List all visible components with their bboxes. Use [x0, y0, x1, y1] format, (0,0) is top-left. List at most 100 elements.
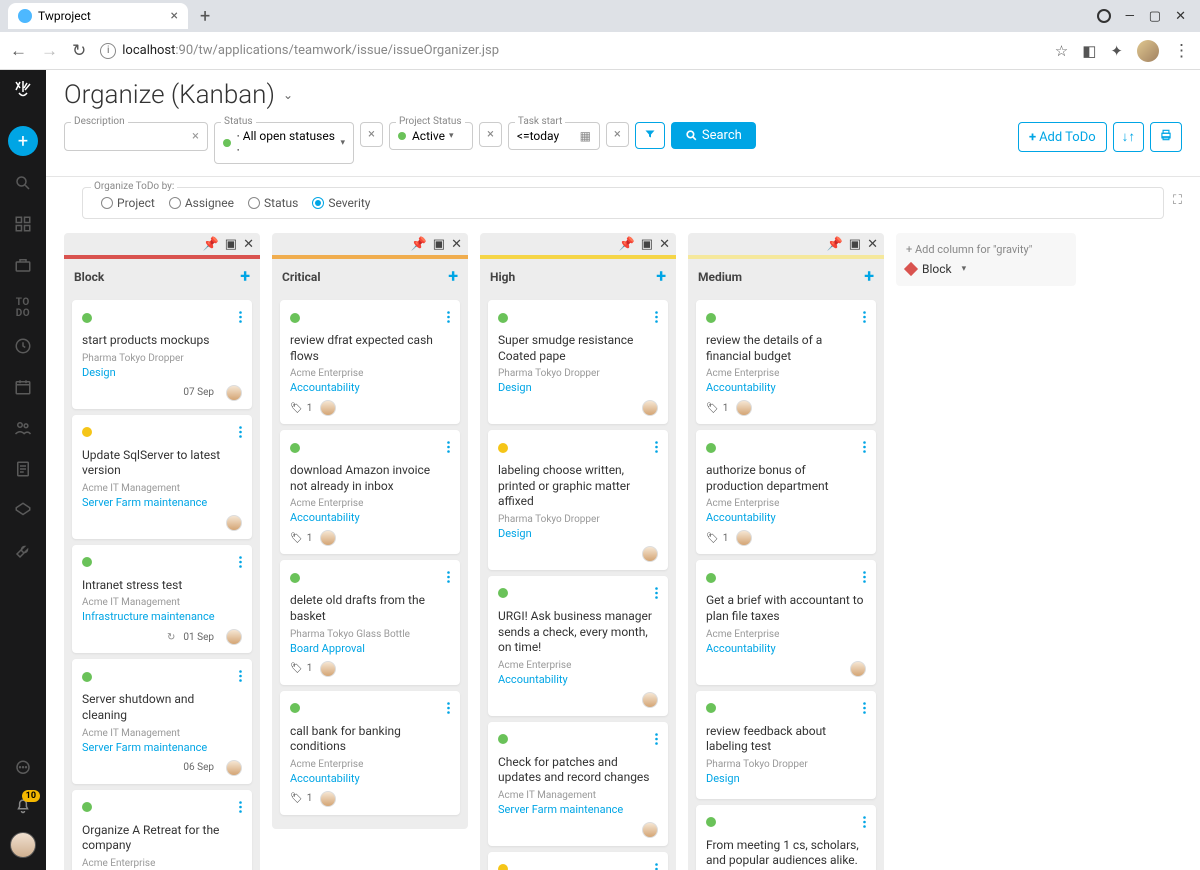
card-menu-icon[interactable] [863, 568, 866, 587]
assignee-avatar[interactable] [226, 760, 242, 776]
organize-option-severity[interactable]: Severity [312, 196, 370, 210]
extensions-icon[interactable]: ✦ [1110, 42, 1123, 60]
card-menu-icon[interactable] [239, 667, 242, 686]
expand-icon[interactable]: ▣ [849, 237, 861, 252]
kanban-card[interactable]: review dfrat expected cash flows Acme En… [280, 300, 460, 424]
pin-icon[interactable]: 📌 [827, 237, 843, 252]
chevron-down-icon[interactable]: ⌄ [283, 88, 293, 102]
task-start-filter[interactable]: Task start <=today ▦ [508, 122, 600, 150]
assignee-avatar[interactable] [320, 661, 336, 677]
back-icon[interactable]: ← [10, 41, 27, 61]
assignee-avatar[interactable] [642, 546, 658, 562]
clear-status-button[interactable]: × [360, 122, 383, 147]
add-card-button[interactable]: + [240, 266, 250, 287]
expand-icon[interactable]: ▣ [641, 237, 653, 252]
card-link[interactable]: Design [82, 366, 242, 379]
add-todo-button[interactable]: +Add ToDo [1018, 122, 1107, 152]
kanban-card[interactable]: labeling traductions Pharma Tokyo Droppe… [488, 852, 668, 870]
bookmark-icon[interactable]: ☆ [1055, 42, 1068, 60]
close-column-icon[interactable]: ✕ [243, 237, 254, 252]
search-button[interactable]: Search [671, 122, 756, 149]
clear-icon[interactable]: × [192, 129, 199, 144]
document-icon[interactable] [14, 460, 32, 483]
card-menu-icon[interactable] [863, 438, 866, 457]
add-card-button[interactable]: + [656, 266, 666, 287]
card-link[interactable]: Server Farm maintenance [498, 803, 658, 816]
clear-taskstart-button[interactable]: × [606, 122, 629, 147]
logo-icon[interactable] [11, 78, 35, 108]
assignee-avatar[interactable] [226, 385, 242, 401]
pin-icon[interactable]: 📌 [203, 237, 219, 252]
chat-icon[interactable] [14, 759, 32, 782]
calendar-icon[interactable] [14, 378, 32, 401]
kanban-card[interactable]: labeling choose written, printed or grap… [488, 430, 668, 570]
browser-menu-icon[interactable]: ⋮ [1173, 41, 1190, 61]
card-link[interactable]: Design [498, 381, 658, 394]
kanban-card[interactable]: Update SqlServer to latest version Acme … [72, 415, 252, 539]
kanban-card[interactable]: From meeting 1 cs, scholars, and popular… [696, 805, 876, 870]
card-link[interactable]: Accountability [290, 511, 450, 524]
user-avatar[interactable] [10, 832, 36, 858]
add-column-panel[interactable]: + Add column for "gravity" Block ▾ [896, 233, 1076, 286]
search-icon[interactable] [14, 174, 32, 197]
card-link[interactable]: Accountability [290, 381, 450, 394]
organize-option-status[interactable]: Status [248, 196, 298, 210]
card-menu-icon[interactable] [655, 730, 658, 749]
add-card-button[interactable]: + [864, 266, 874, 287]
browser-tab[interactable]: Twproject × [8, 3, 188, 29]
card-menu-icon[interactable] [655, 860, 658, 870]
kanban-card[interactable]: Intranet stress test Acme IT Management … [72, 545, 252, 654]
card-menu-icon[interactable] [239, 423, 242, 442]
briefcase-icon[interactable] [14, 256, 32, 279]
card-link[interactable]: Accountability [706, 642, 866, 655]
pin-icon[interactable]: 📌 [619, 237, 635, 252]
card-link[interactable]: Accountability [498, 673, 658, 686]
new-tab-button[interactable]: + [192, 6, 218, 27]
kanban-card[interactable]: download Amazon invoice not already in i… [280, 430, 460, 554]
maximize-icon[interactable]: ▢ [1149, 9, 1161, 24]
assignee-avatar[interactable] [642, 400, 658, 416]
description-filter[interactable]: Description × [64, 122, 208, 151]
kanban-card[interactable]: authorize bonus of production department… [696, 430, 876, 554]
reload-icon[interactable]: ↻ [72, 41, 86, 61]
add-card-button[interactable]: + [448, 266, 458, 287]
chevron-down-icon[interactable]: ▾ [962, 264, 967, 274]
print-button[interactable] [1150, 122, 1182, 152]
clear-pstatus-button[interactable]: × [479, 122, 502, 147]
filter-button[interactable] [635, 122, 665, 149]
card-link[interactable]: Server Farm maintenance [82, 741, 242, 754]
clock-icon[interactable] [14, 337, 32, 360]
add-column-select[interactable]: Block ▾ [906, 262, 1066, 276]
card-link[interactable]: Board Approval [290, 642, 450, 655]
assignee-avatar[interactable] [736, 530, 752, 546]
card-menu-icon[interactable] [239, 553, 242, 572]
assignee-avatar[interactable] [320, 791, 336, 807]
tab-close-icon[interactable]: × [171, 8, 178, 24]
card-menu-icon[interactable] [239, 308, 242, 327]
card-menu-icon[interactable] [863, 699, 866, 718]
organize-option-assignee[interactable]: Assignee [169, 196, 234, 210]
card-menu-icon[interactable] [447, 438, 450, 457]
organize-option-project[interactable]: Project [101, 196, 155, 210]
card-menu-icon[interactable] [447, 699, 450, 718]
assignee-avatar[interactable] [320, 530, 336, 546]
todo-icon[interactable]: TODO [16, 297, 30, 319]
kanban-card[interactable]: start products mockups Pharma Tokyo Drop… [72, 300, 252, 409]
expand-icon[interactable]: ▣ [225, 237, 237, 252]
kanban-card[interactable]: Super smudge resistance Coated pape Phar… [488, 300, 668, 424]
chevron-down-icon[interactable]: ▾ [449, 131, 454, 141]
assignee-avatar[interactable] [642, 822, 658, 838]
assignee-avatar[interactable] [642, 692, 658, 708]
status-filter[interactable]: Status · All open statuses · ▾ [214, 122, 354, 164]
close-column-icon[interactable]: ✕ [659, 237, 670, 252]
profile-avatar[interactable] [1137, 40, 1159, 62]
card-link[interactable]: Accountability [706, 511, 866, 524]
add-button[interactable]: + [8, 126, 38, 156]
assignee-avatar[interactable] [320, 400, 336, 416]
card-menu-icon[interactable] [447, 308, 450, 327]
kanban-card[interactable]: Organize A Retreat for the company Acme … [72, 790, 252, 870]
sort-button[interactable]: ↓↑ [1113, 122, 1144, 152]
site-info-icon[interactable]: i [100, 43, 116, 59]
fullscreen-icon[interactable]: ⛶ [1173, 193, 1182, 208]
tools-icon[interactable] [14, 542, 32, 565]
